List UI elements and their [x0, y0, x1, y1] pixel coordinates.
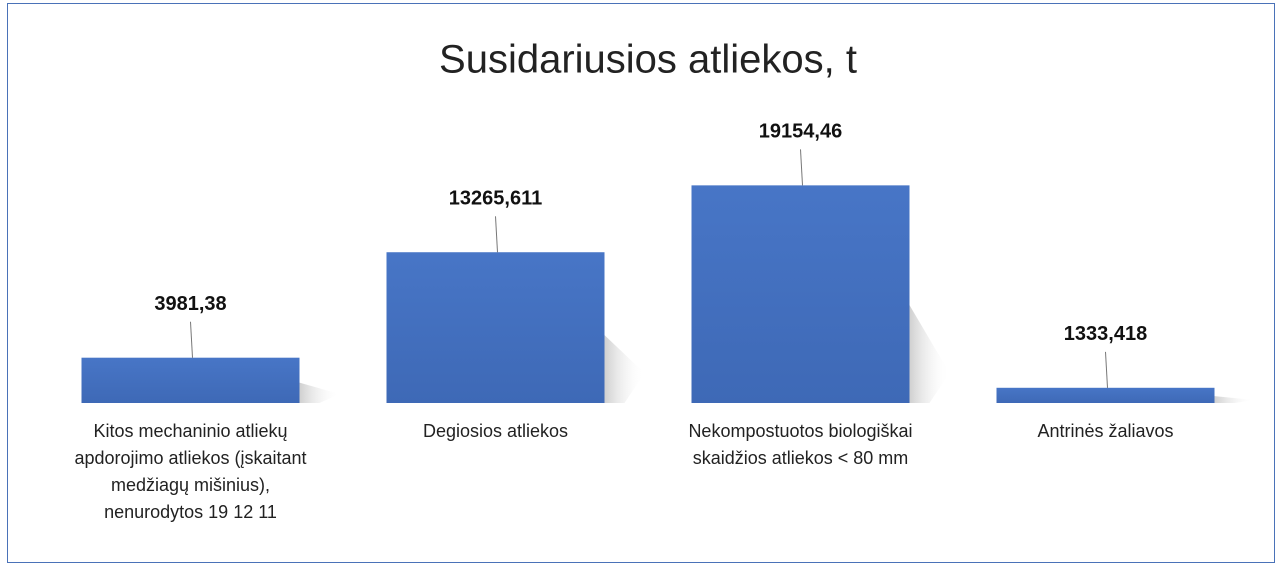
bar-shadow: [909, 305, 950, 403]
bar-shade: [691, 185, 910, 403]
leader-line: [190, 321, 193, 358]
chart: Susidariusios atliekos, t 3981,38 13265,6…: [81, 38, 1255, 403]
data-label: 13265,611: [449, 188, 542, 210]
leader-line: [800, 149, 803, 186]
bar-shade: [386, 252, 605, 403]
data-label: 3981,38: [154, 293, 226, 315]
leader-line: [495, 216, 498, 253]
bar-shade: [996, 387, 1215, 403]
page: {"chart_data": {"type": "bar", "title": …: [7, 3, 1275, 563]
data-label: 19154,46: [759, 121, 842, 143]
x-tick-label: Kitos mechaninio atliekų apdorojimo atli…: [74, 421, 307, 522]
x-tick-label: Nekompostuotos biologiškai skaidžios atl…: [688, 421, 913, 468]
bar-shadow: [299, 382, 340, 403]
leader-line: [1105, 351, 1108, 388]
data-label: 1333,418: [1064, 323, 1147, 345]
bar-shadow: [604, 335, 645, 403]
x-tick-label: Degiosios atliekos: [422, 421, 569, 441]
bar-shadow: [1214, 396, 1255, 403]
bar-shade: [81, 357, 300, 403]
x-tick-label: Antrinės žaliavos: [1037, 421, 1174, 441]
chart-title: Susidariusios atliekos, t: [439, 38, 857, 82]
